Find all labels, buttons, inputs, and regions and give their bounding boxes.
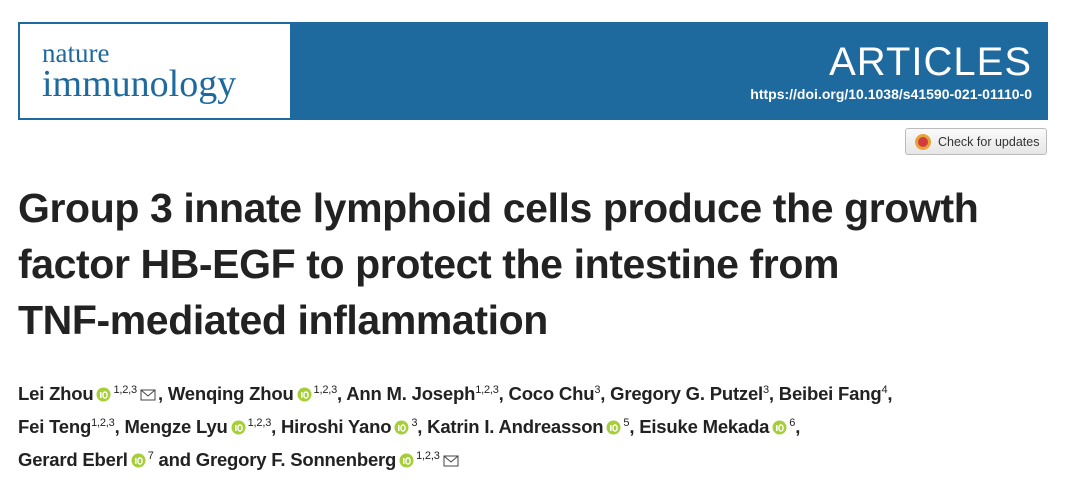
separator: , bbox=[768, 383, 779, 404]
affiliations: 1,2,3 bbox=[247, 417, 272, 429]
orcid-icon[interactable] bbox=[772, 420, 787, 435]
journal-name: immunology bbox=[42, 63, 237, 105]
title-line: factor HB-EGF to protect the intestine f… bbox=[18, 241, 840, 287]
orcid-icon[interactable] bbox=[96, 387, 111, 402]
article-title: Group 3 innate lymphoid cells produce th… bbox=[18, 180, 979, 348]
author-line: Lei Zhou 1,2,3, Wenqing Zhou 1,2,3, Ann M.… bbox=[18, 377, 893, 410]
author-name: Mengze Lyu bbox=[124, 416, 228, 437]
author-name: Eisuke Mekada bbox=[639, 416, 770, 437]
separator: , bbox=[337, 383, 347, 404]
separator: , bbox=[795, 416, 801, 437]
title-line: Group 3 innate lymphoid cells produce th… bbox=[18, 185, 979, 231]
orcid-icon[interactable] bbox=[131, 453, 146, 468]
author-name: Fei Teng bbox=[18, 416, 92, 437]
updates-button[interactable]: Check for updates bbox=[905, 128, 1047, 155]
affiliations: 3 bbox=[411, 417, 418, 429]
affiliations: 1,2,3 bbox=[475, 384, 499, 396]
author-line: Gerard Eberl 7 and Gregory F. Sonnenberg 1… bbox=[18, 443, 892, 476]
author-name: Gregory G. Putzel bbox=[610, 383, 763, 404]
author-name: Gregory F. Sonnenberg bbox=[195, 449, 397, 470]
orcid-icon[interactable] bbox=[231, 420, 246, 435]
separator: , bbox=[114, 416, 125, 437]
updates-label: Check for updates bbox=[938, 134, 1040, 149]
affiliations: 1,2,3 bbox=[416, 450, 440, 462]
author-name: Katrin I. Andreasson bbox=[427, 416, 604, 437]
author-list: Lei Zhou 1,2,3, Wenqing Zhou 1,2,3, Ann M.… bbox=[18, 377, 893, 476]
affiliations: 3 bbox=[762, 384, 769, 396]
orcid-icon[interactable] bbox=[399, 453, 414, 468]
affiliations: 4 bbox=[881, 384, 888, 396]
author-name: Coco Chu bbox=[508, 383, 595, 404]
separator: , bbox=[887, 383, 893, 404]
author-name: Wenqing Zhou bbox=[167, 383, 294, 404]
affiliations: 1,2,3 bbox=[113, 384, 137, 396]
author-name: Gerard Eberl bbox=[18, 449, 128, 470]
orcid-icon[interactable] bbox=[297, 387, 312, 402]
orcid-icon[interactable] bbox=[394, 420, 409, 435]
affiliations: 1,2,3 bbox=[91, 417, 115, 429]
affiliations: 1,2,3 bbox=[313, 384, 338, 396]
banner: nature immunology ARTICLES https://doi.o… bbox=[18, 22, 1048, 120]
author-line: Fei Teng1,2,3, Mengze Lyu 1,2,3, Hiroshi … bbox=[18, 410, 892, 443]
author-name: Hiroshi Yano bbox=[281, 416, 392, 437]
author-name: Lei Zhou bbox=[18, 383, 94, 404]
author-name: Beibei Fang bbox=[778, 383, 882, 404]
email-icon[interactable] bbox=[443, 453, 459, 468]
orcid-icon[interactable] bbox=[606, 420, 621, 435]
section-label: ARTICLES bbox=[829, 40, 1032, 84]
separator: and bbox=[153, 449, 196, 470]
separator: , bbox=[498, 383, 509, 404]
separator: , bbox=[271, 416, 281, 437]
separator: , bbox=[417, 416, 428, 437]
affiliations: 6 bbox=[789, 417, 796, 429]
author-name: Ann M. Joseph bbox=[346, 383, 476, 404]
separator: , bbox=[600, 383, 611, 404]
affiliations: 7 bbox=[147, 450, 154, 462]
separator: , bbox=[629, 416, 640, 437]
journal-name: nature bbox=[42, 38, 110, 68]
separator: , bbox=[157, 383, 168, 404]
updates-icon bbox=[915, 133, 931, 150]
email-icon[interactable] bbox=[140, 387, 156, 402]
journal-logo: nature immunology bbox=[20, 24, 290, 118]
title-line: TNF-mediated inflammation bbox=[18, 297, 548, 343]
affiliations: 3 bbox=[594, 384, 601, 396]
affiliations: 5 bbox=[623, 417, 630, 429]
doi[interactable]: https://doi.org/10.1038/s41590-021-01110… bbox=[750, 86, 1032, 102]
